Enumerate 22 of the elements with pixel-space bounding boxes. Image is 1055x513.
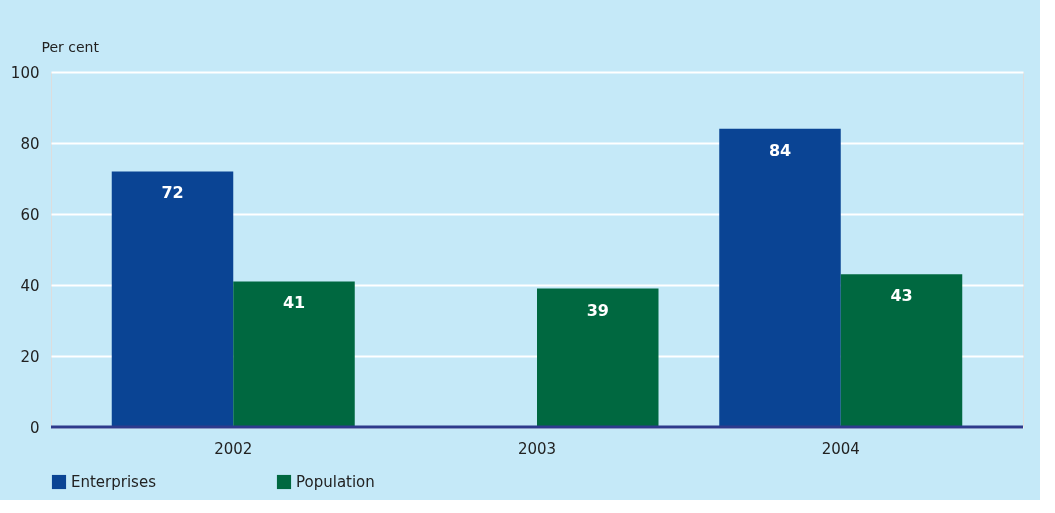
- legend-label: Enterprises: [71, 473, 157, 491]
- y-tick-label: 60: [20, 205, 40, 224]
- data-label: 39: [586, 300, 609, 320]
- bar: [840, 274, 963, 427]
- y-tick-label: 0: [29, 418, 40, 437]
- data-label: 72: [161, 183, 184, 203]
- data-label: 41: [282, 293, 306, 313]
- bar: [719, 128, 841, 427]
- bar: [233, 281, 355, 427]
- bar: [111, 171, 234, 427]
- data-label: 84: [768, 140, 792, 160]
- bar: [537, 288, 659, 427]
- x-tick-label: 2003: [517, 439, 557, 458]
- y-tick-label: 40: [20, 276, 40, 295]
- y-tick-label: 20: [20, 347, 40, 366]
- data-label: 43: [890, 286, 913, 306]
- legend-label: Population: [296, 473, 375, 491]
- y-tick-label: 80: [20, 134, 40, 153]
- y-axis-title: Per cent: [41, 38, 100, 55]
- x-tick-label: 2004: [821, 439, 860, 458]
- x-tick-label: 2002: [214, 439, 253, 458]
- y-tick-label: 100: [10, 63, 40, 82]
